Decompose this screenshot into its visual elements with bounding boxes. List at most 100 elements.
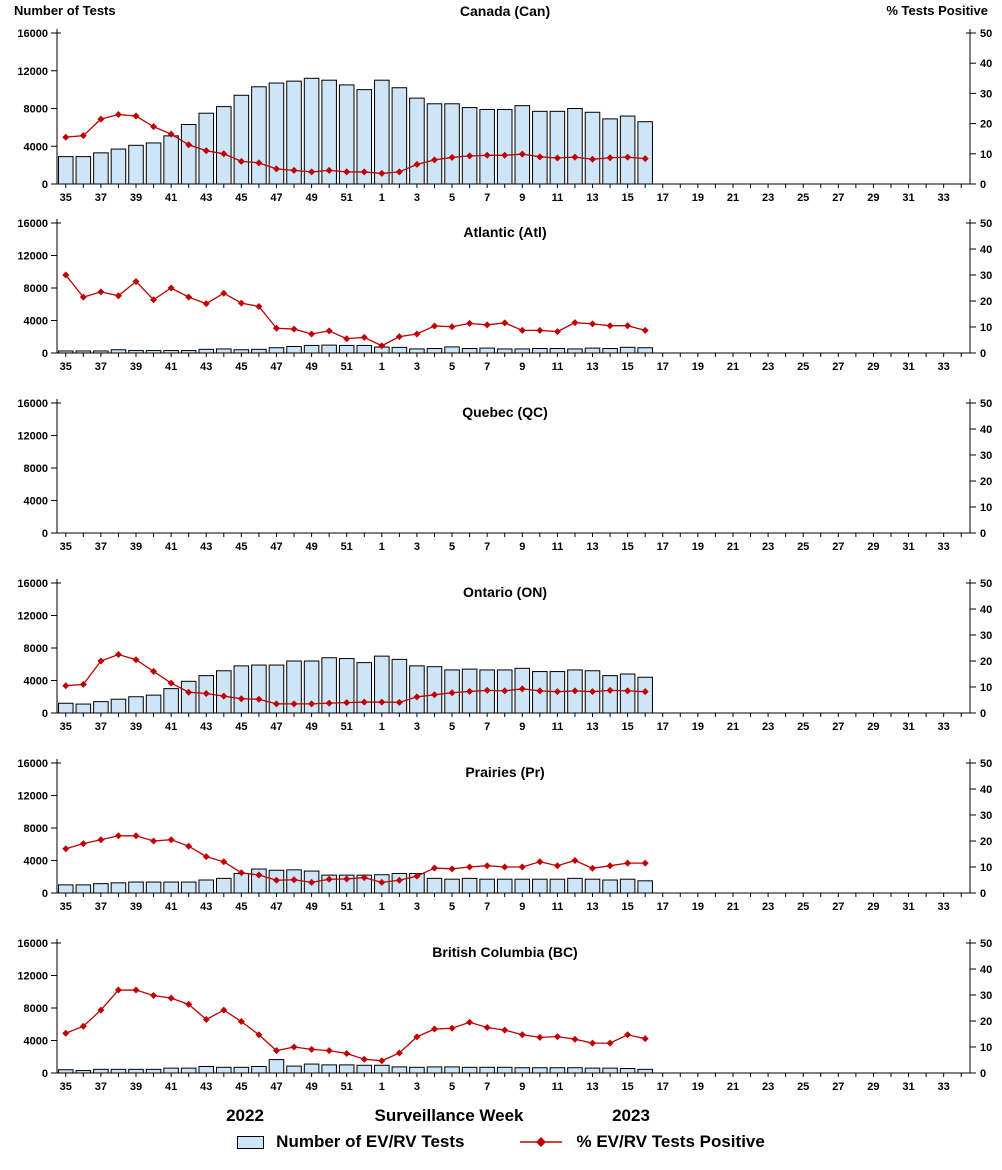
- svg-text:16000: 16000: [17, 578, 48, 590]
- svg-text:0: 0: [980, 708, 986, 720]
- svg-text:41: 41: [165, 361, 177, 373]
- svg-text:8000: 8000: [24, 823, 48, 835]
- percent-positive-line: [65, 653, 646, 705]
- svg-text:12000: 12000: [17, 611, 48, 623]
- svg-text:0: 0: [42, 348, 48, 360]
- svg-text:17: 17: [657, 1081, 669, 1093]
- svg-text:9: 9: [519, 541, 525, 553]
- svg-text:25: 25: [797, 361, 809, 373]
- svg-text:30: 30: [980, 810, 992, 822]
- svg-text:40: 40: [980, 424, 992, 436]
- svg-text:30: 30: [980, 450, 992, 462]
- test-count-bars: [58, 77, 653, 185]
- legend: Number of EV/RV Tests % EV/RV Tests Posi…: [0, 1132, 1002, 1152]
- svg-text:10: 10: [980, 502, 992, 514]
- svg-text:13: 13: [586, 721, 598, 733]
- svg-text:5: 5: [449, 541, 455, 553]
- svg-text:16000: 16000: [17, 758, 48, 770]
- svg-text:12000: 12000: [17, 971, 48, 983]
- svg-text:21: 21: [727, 721, 739, 733]
- svg-text:30: 30: [980, 630, 992, 642]
- svg-text:21: 21: [727, 192, 739, 204]
- svg-text:41: 41: [165, 901, 177, 913]
- panel-quebec: 0 4000 8000 12000 16000 0 10 20 30 40 50 35 37 39 41 43…: [0, 390, 1002, 570]
- svg-text:27: 27: [832, 541, 844, 553]
- axes: [51, 399, 976, 537]
- svg-text:19: 19: [692, 901, 704, 913]
- svg-text:47: 47: [270, 721, 282, 733]
- svg-text:12000: 12000: [17, 791, 48, 803]
- svg-text:15: 15: [622, 361, 634, 373]
- svg-text:16000: 16000: [17, 398, 48, 410]
- svg-text:49: 49: [305, 1081, 317, 1093]
- svg-text:11: 11: [552, 721, 564, 733]
- svg-text:15: 15: [622, 901, 634, 913]
- svg-text:4000: 4000: [24, 856, 48, 868]
- prairies-panel-title: Prairies (Pr): [465, 764, 545, 780]
- svg-text:12000: 12000: [17, 431, 48, 443]
- svg-text:15: 15: [622, 1081, 634, 1093]
- svg-text:29: 29: [867, 192, 879, 204]
- svg-text:1: 1: [379, 1081, 385, 1093]
- svg-text:10: 10: [980, 1042, 992, 1054]
- svg-text:3: 3: [414, 192, 420, 204]
- svg-text:35: 35: [60, 901, 72, 913]
- percent-positive-line: [65, 989, 646, 1062]
- svg-text:5: 5: [449, 1081, 455, 1093]
- svg-text:4000: 4000: [24, 316, 48, 328]
- svg-text:50: 50: [980, 28, 992, 40]
- percent-positive-markers: [62, 986, 649, 1065]
- svg-text:23: 23: [762, 541, 774, 553]
- svg-text:3: 3: [414, 1081, 420, 1093]
- svg-text:17: 17: [657, 361, 669, 373]
- svg-text:37: 37: [95, 361, 107, 373]
- svg-text:8000: 8000: [24, 283, 48, 295]
- svg-text:31: 31: [902, 541, 914, 553]
- svg-text:5: 5: [449, 192, 455, 204]
- svg-text:50: 50: [980, 218, 992, 230]
- svg-text:45: 45: [235, 1081, 247, 1093]
- svg-text:23: 23: [762, 721, 774, 733]
- svg-text:35: 35: [60, 1081, 72, 1093]
- svg-text:1: 1: [379, 721, 385, 733]
- svg-text:43: 43: [200, 541, 212, 553]
- svg-text:35: 35: [60, 721, 72, 733]
- svg-text:16000: 16000: [17, 218, 48, 230]
- svg-text:50: 50: [980, 578, 992, 590]
- svg-text:8000: 8000: [24, 1003, 48, 1015]
- x-axis-title: Surveillance Week: [374, 1106, 524, 1125]
- svg-text:27: 27: [832, 1081, 844, 1093]
- svg-text:37: 37: [95, 901, 107, 913]
- svg-text:8000: 8000: [24, 643, 48, 655]
- svg-text:31: 31: [902, 361, 914, 373]
- percent-positive-markers: [62, 651, 649, 708]
- svg-text:0: 0: [42, 179, 48, 191]
- svg-text:31: 31: [902, 721, 914, 733]
- svg-text:13: 13: [586, 192, 598, 204]
- svg-text:0: 0: [980, 1068, 986, 1080]
- svg-text:35: 35: [60, 361, 72, 373]
- svg-text:40: 40: [980, 604, 992, 616]
- svg-text:45: 45: [235, 541, 247, 553]
- svg-text:20: 20: [980, 119, 992, 131]
- svg-text:20: 20: [980, 296, 992, 308]
- svg-text:43: 43: [200, 1081, 212, 1093]
- svg-text:1: 1: [379, 192, 385, 204]
- svg-text:1: 1: [379, 361, 385, 373]
- percent-positive-markers: [62, 111, 649, 177]
- percent-positive-line: [65, 274, 646, 347]
- svg-text:29: 29: [867, 1081, 879, 1093]
- svg-text:0: 0: [42, 1068, 48, 1080]
- svg-text:7: 7: [484, 721, 490, 733]
- svg-text:13: 13: [586, 1081, 598, 1093]
- svg-text:19: 19: [692, 541, 704, 553]
- svg-text:15: 15: [622, 721, 634, 733]
- svg-text:17: 17: [657, 901, 669, 913]
- svg-text:20: 20: [980, 1016, 992, 1028]
- test-count-bars: [58, 868, 653, 894]
